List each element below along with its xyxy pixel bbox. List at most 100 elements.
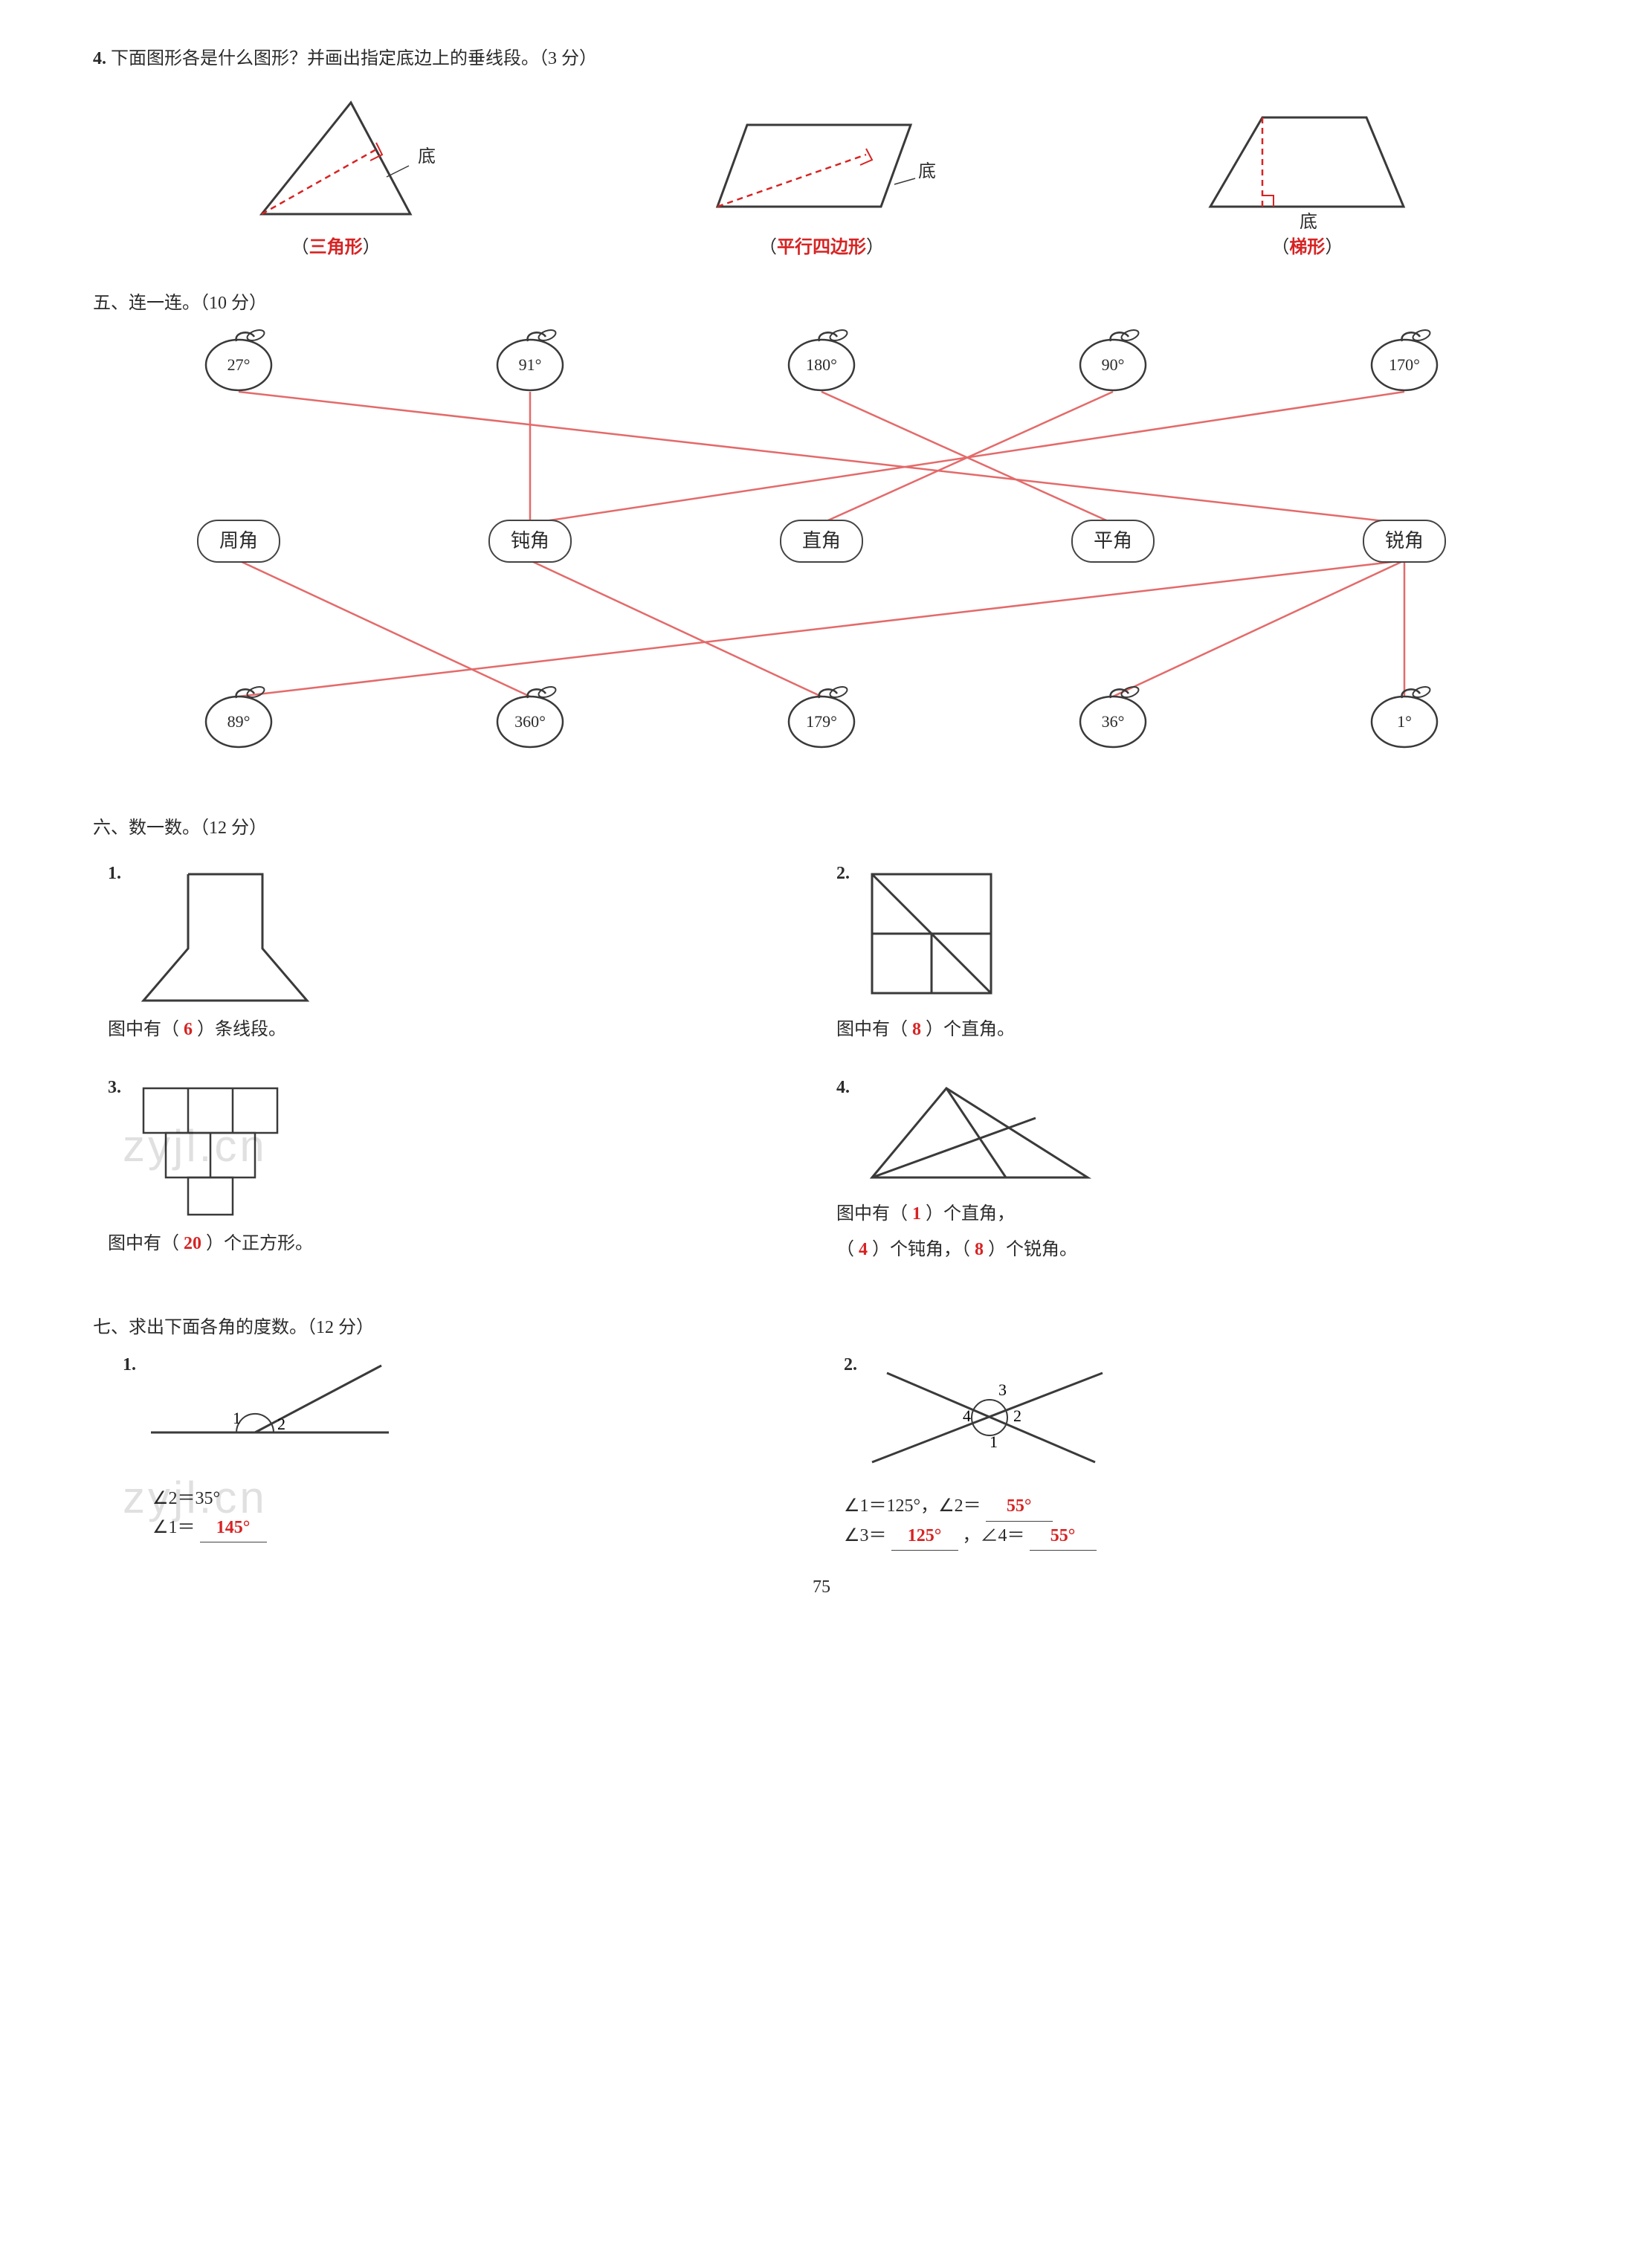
q4-trap-caption: （梯形） (1065, 233, 1550, 262)
svg-text:4: 4 (963, 1406, 971, 1425)
svg-text:2: 2 (1013, 1406, 1021, 1425)
s7-2-num: 2. (844, 1351, 857, 1379)
s7-2-svg: 3 2 1 4 (857, 1351, 1125, 1477)
apple-top-3-label: 90° (1072, 352, 1154, 378)
s5-bot-row: 89° 360° 179° 36° 1° (93, 683, 1550, 750)
apple-bot-2-label: 179° (781, 708, 862, 734)
s5-top-row: 27° 91° 180° 90° 170° (93, 326, 1550, 393)
s7-1-answers: ∠2＝35° ∠1＝ 145° (152, 1484, 829, 1542)
s6-1-num: 1. (108, 859, 121, 888)
s7-2-a4: 55° (1030, 1522, 1097, 1551)
s7-2-answers: ∠1＝125°，∠2＝ 55° ∠3＝ 125° ，∠4＝ 55° (844, 1492, 1550, 1551)
q4-shape-triangle: 底 （三角形） (93, 80, 578, 262)
apple-bot-3: 36° (1072, 683, 1154, 750)
apple-top-4-label: 170° (1363, 352, 1445, 378)
s6-3-svg (121, 1073, 314, 1222)
cat-3: 平角 (1071, 520, 1155, 563)
s6-2-svg (850, 859, 1013, 1008)
svg-text:1: 1 (990, 1432, 998, 1451)
s6-title: 六、数一数。（12 分） (93, 814, 1550, 842)
s6-2-ans: 8 (912, 1020, 921, 1039)
s6-1-svg (121, 859, 329, 1008)
apple-bot-3-label: 36° (1072, 708, 1154, 734)
cat-0: 周角 (197, 520, 280, 563)
s7-item-2: 2. 3 2 1 4 ∠1＝125°，∠2＝ 55° ∠3＝ (829, 1351, 1550, 1551)
s6-4-line1: 图中有（ 1 ）个直角， (836, 1200, 1535, 1228)
s7-1-line1: ∠2＝35° (152, 1484, 829, 1513)
s6-3-ans: 20 (184, 1234, 201, 1253)
parallelogram-svg: 底 (688, 80, 955, 229)
s6-4-line2: （ 4 ）个钝角，（ 8 ）个锐角。 (836, 1235, 1535, 1264)
q4-ans-trapezoid: 梯形 (1289, 238, 1325, 257)
s6-4-a2: 4 (859, 1240, 868, 1259)
s7-1-ans: 145° (200, 1513, 267, 1542)
s6-grid: 1. 图中有（ 6 ）条线段。 2. (93, 852, 1550, 1287)
cat-4: 锐角 (1363, 520, 1446, 563)
apple-bot-4-label: 1° (1363, 708, 1445, 734)
s5-matching: 27° 91° 180° 90° 170° 周角 钝角 直角 平角 (93, 326, 1550, 787)
s6-2-num: 2. (836, 859, 850, 888)
s7-row: 1. 1 2 zyjl.cn ∠2＝35° ∠1＝ 145° (93, 1351, 1550, 1551)
s5-cat-row: 周角 钝角 直角 平角 锐角 (93, 520, 1550, 563)
apple-bot-1: 360° (489, 683, 571, 750)
di-label: 底 (1300, 212, 1317, 229)
apple-bot-0-label: 89° (198, 708, 280, 734)
apple-top-2: 180° (781, 326, 862, 393)
apple-top-2-label: 180° (781, 352, 862, 378)
s7-2-l1b: ∠1＝125°，∠2＝ (844, 1496, 981, 1516)
s7-1-line2-before: ∠1＝ (152, 1518, 196, 1537)
q4-text: 下面图形各是什么图形？并画出指定底边上的垂线段。（3 分） (111, 49, 597, 68)
s7-2-l2b: ∠3＝ (844, 1526, 887, 1545)
apple-top-0: 27° (198, 326, 280, 393)
di-label: 底 (418, 146, 436, 167)
s6-2-text: 图中有（ 8 ）个直角。 (836, 1015, 1535, 1044)
trapezoid-svg: 底 (1181, 80, 1433, 229)
cat-1: 钝角 (488, 520, 572, 563)
apple-top-0-label: 27° (198, 352, 280, 378)
s7-item-1: 1. 1 2 zyjl.cn ∠2＝35° ∠1＝ 145° (93, 1351, 829, 1551)
svg-text:1: 1 (233, 1409, 241, 1427)
apple-bot-2: 179° (781, 683, 862, 750)
apple-top-1-label: 91° (489, 352, 571, 378)
q4-shape-trapezoid: 底 （梯形） (1065, 80, 1550, 262)
s7-2-a2: 55° (986, 1492, 1053, 1521)
s6-item-3: zyjl.cn 3. 图中有（ 20 ）个正方形。 (93, 1066, 822, 1287)
q4-triangle-caption: （三角形） (93, 233, 578, 262)
s6-3-text: 图中有（ 20 ）个正方形。 (108, 1230, 807, 1258)
apple-top-4: 170° (1363, 326, 1445, 393)
page-number: 75 (93, 1573, 1550, 1601)
apple-bot-0: 89° (198, 683, 280, 750)
q4-para-caption: （平行四边形） (578, 233, 1064, 262)
apple-top-1: 91° (489, 326, 571, 393)
s6-item-2: 2. 图中有（ 8 ）个直角。 (822, 852, 1550, 1066)
s6-4-a3: 8 (975, 1240, 984, 1259)
s7-title: 七、求出下面各角的度数。（12 分） (93, 1314, 1550, 1342)
q4-ans-parallelogram: 平行四边形 (777, 238, 866, 257)
q4-number: 4. (93, 49, 106, 68)
s6-1-text: 图中有（ 6 ）条线段。 (108, 1015, 807, 1044)
cat-2: 直角 (780, 520, 863, 563)
q4-shape-parallelogram: 底 （平行四边形） (578, 80, 1064, 262)
apple-top-3: 90° (1072, 326, 1154, 393)
svg-text:2: 2 (277, 1415, 285, 1433)
s6-4-svg (850, 1073, 1103, 1192)
s6-item-1: 1. 图中有（ 6 ）条线段。 (93, 852, 822, 1066)
s7-1-num: 1. (123, 1351, 136, 1379)
di-label: 底 (918, 161, 936, 181)
s6-4-num: 4. (836, 1073, 850, 1102)
q4-ans-triangle: 三角形 (309, 238, 363, 257)
s6-1-ans: 6 (184, 1020, 193, 1039)
s7-2-l2m: ，∠4＝ (963, 1526, 1025, 1545)
svg-text:3: 3 (998, 1380, 1007, 1399)
apple-bot-1-label: 360° (489, 708, 571, 734)
q4-shapes-row: 底 （三角形） 底 （平行四边形） (93, 80, 1550, 262)
s6-item-4: 4. 图中有（ 1 ）个直角， （ 4 ）个钝角，（ 8 ）个锐角。 (822, 1066, 1550, 1287)
triangle-svg: 底 (217, 80, 455, 229)
s5-title: 五、连一连。（10 分） (93, 289, 1550, 317)
s7-2-a3: 125° (891, 1522, 958, 1551)
s6-4-a1: 1 (912, 1204, 921, 1224)
apple-bot-4: 1° (1363, 683, 1445, 750)
s6-3-num: 3. (108, 1073, 121, 1102)
s7-1-svg: 1 2 (136, 1351, 404, 1455)
q4-prompt: 4. 下面图形各是什么图形？并画出指定底边上的垂线段。（3 分） (93, 45, 1550, 73)
